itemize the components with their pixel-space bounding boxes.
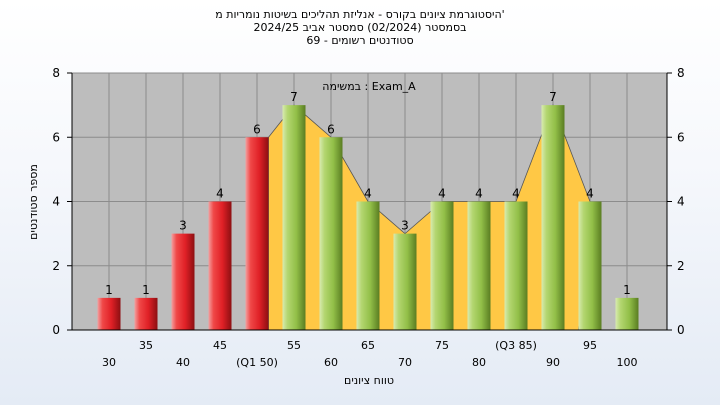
bar <box>504 201 528 330</box>
y-tick-label-right: 8 <box>677 66 685 80</box>
bar <box>282 105 306 330</box>
bar <box>171 233 195 330</box>
y-axis-label: מספר סטודנטים <box>27 164 40 240</box>
x-tick-label: (Q3 85) <box>495 339 537 352</box>
bar-value-label: 1 <box>105 283 113 297</box>
bar-value-label: 1 <box>142 283 150 297</box>
x-tick-label: 100 <box>617 356 638 369</box>
bar <box>245 137 269 330</box>
bar-value-label: 4 <box>216 187 224 201</box>
chart-title: היסטוגרמת ציונים בקורס - אנליזת תהליכים … <box>215 8 505 21</box>
bar <box>615 297 639 330</box>
bar <box>467 201 491 330</box>
bar <box>319 137 343 330</box>
x-tick-label: 80 <box>472 356 486 369</box>
bar-value-label: 3 <box>179 219 187 233</box>
y-tick-label-left: 0 <box>52 323 60 337</box>
bar-value-label: 4 <box>438 187 446 201</box>
x-tick-label: 45 <box>213 339 227 352</box>
bar-value-label: 7 <box>549 90 557 104</box>
bar <box>208 201 232 330</box>
bar-value-label: 3 <box>401 219 409 233</box>
x-tick-label: 90 <box>546 356 560 369</box>
x-axis-label: טווח ציונים <box>344 374 394 387</box>
x-tick-label: (Q1 50) <box>236 356 278 369</box>
exam-annotation: במשימה : Exam_A <box>322 80 416 93</box>
x-tick-label: 55 <box>287 339 301 352</box>
chart-subtitle: בסמסטר (02/2024) סמסטר אביב 2024/25 <box>253 21 467 34</box>
bar <box>541 105 565 330</box>
bar-value-label: 6 <box>253 122 261 136</box>
bar-value-label: 4 <box>586 187 594 201</box>
y-tick-label-left: 6 <box>52 130 60 144</box>
y-tick-label-right: 4 <box>677 195 685 209</box>
bar-value-label: 6 <box>327 122 335 136</box>
bar-value-label: 7 <box>290 90 298 104</box>
y-tick-label-right: 0 <box>677 323 685 337</box>
x-tick-label: 70 <box>398 356 412 369</box>
x-tick-label: 75 <box>435 339 449 352</box>
x-tick-label: 60 <box>324 356 338 369</box>
y-tick-label-left: 8 <box>52 66 60 80</box>
x-tick-label: 40 <box>176 356 190 369</box>
x-tick-label: 95 <box>583 339 597 352</box>
y-tick-label-right: 2 <box>677 259 685 273</box>
bar <box>134 297 158 330</box>
bar <box>97 297 121 330</box>
bar-value-label: 4 <box>364 187 372 201</box>
y-tick-label-left: 4 <box>52 195 60 209</box>
bar-value-label: 4 <box>512 187 520 201</box>
x-tick-label: 30 <box>102 356 116 369</box>
bar <box>356 201 380 330</box>
x-tick-label: 35 <box>139 339 153 352</box>
x-tick-label: 65 <box>361 339 375 352</box>
chart-titles: היסטוגרמת ציונים בקורס - אנליזת תהליכים … <box>0 8 720 47</box>
bar <box>393 233 417 330</box>
bar-value-label: 4 <box>475 187 483 201</box>
y-tick-label-right: 6 <box>677 130 685 144</box>
y-tick-label-left: 2 <box>52 259 60 273</box>
bar <box>430 201 454 330</box>
bar-value-label: 1 <box>623 283 631 297</box>
bar <box>578 201 602 330</box>
chart-registered-count: סטודנטים רשומים - 69 <box>306 34 414 47</box>
